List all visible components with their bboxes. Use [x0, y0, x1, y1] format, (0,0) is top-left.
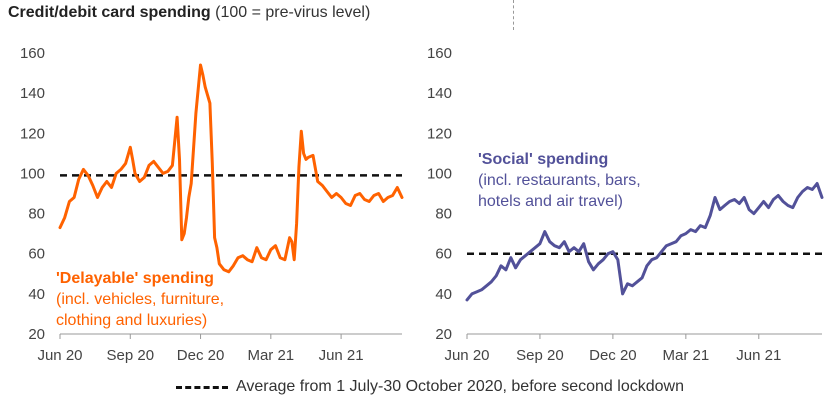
y-tick-label: 40: [28, 286, 45, 303]
y-tick-label: 160: [20, 45, 45, 62]
legend-dashed-line-swatch: [176, 385, 228, 389]
x-tick-label: Jun 21: [736, 347, 781, 364]
y-tick-label: 160: [427, 45, 452, 62]
x-tick-label: Sep 20: [107, 347, 155, 364]
annotation-line: (incl. vehicles, furniture,: [56, 291, 224, 308]
x-tick-label: Dec 20: [177, 347, 225, 364]
y-tick-label: 100: [427, 165, 452, 182]
chart-title-subtitle: (100 = pre-virus level): [215, 4, 371, 21]
y-tick-label: 80: [435, 206, 452, 223]
series-line-social: [465, 182, 824, 302]
y-tick-label: 140: [427, 85, 452, 102]
y-tick-label: 20: [28, 326, 45, 343]
chart-panel-1: 20 40 60 80 100 120 140 160 Jun 20 Sep 20 Dec 20 Ma…: [20, 45, 404, 364]
x-tick-label: Jun 20: [37, 347, 82, 364]
x-tick-label: Dec 20: [589, 347, 637, 364]
legend: Average from 1 July-30 October 2020, bef…: [176, 378, 684, 396]
y-tick-label: 140: [20, 85, 45, 102]
y-tick-label: 120: [20, 125, 45, 142]
annotation-title: 'Delayable' spending: [56, 270, 214, 287]
annotation-title: 'Social' spending: [478, 151, 608, 168]
chart-title-main: Credit/debit card spending: [8, 4, 211, 21]
y-tick-label: 80: [28, 206, 45, 223]
y-tick-label: 120: [427, 125, 452, 142]
legend-label: Average from 1 July-30 October 2020, bef…: [236, 378, 684, 395]
y-tick-label: 60: [435, 246, 452, 263]
x-tick-label: Sep 20: [516, 347, 564, 364]
x-tick-label: Mar 21: [662, 347, 709, 364]
chart-panel-2: 20 40 60 80 100 120 140 160 Jun 20 Sep 20 Dec 20 Ma…: [427, 45, 824, 364]
x-tick-label: Mar 21: [247, 347, 294, 364]
y-tick-label: 60: [28, 246, 45, 263]
y-tick-label: 20: [435, 326, 452, 343]
x-tick-label: Jun 21: [319, 347, 364, 364]
y-tick-label: 40: [435, 286, 452, 303]
x-tick-label: Jun 20: [444, 347, 489, 364]
chart-title: Credit/debit card spending (100 = pre-vi…: [8, 4, 370, 22]
annotation-line: clothing and luxuries): [56, 312, 207, 329]
series-line-delayable: [58, 63, 404, 274]
annotation-line: hotels and air travel): [478, 193, 623, 210]
panel-divider: [513, 0, 514, 30]
annotation-line: (incl. restaurants, bars,: [478, 172, 641, 189]
y-tick-label: 100: [20, 165, 45, 182]
